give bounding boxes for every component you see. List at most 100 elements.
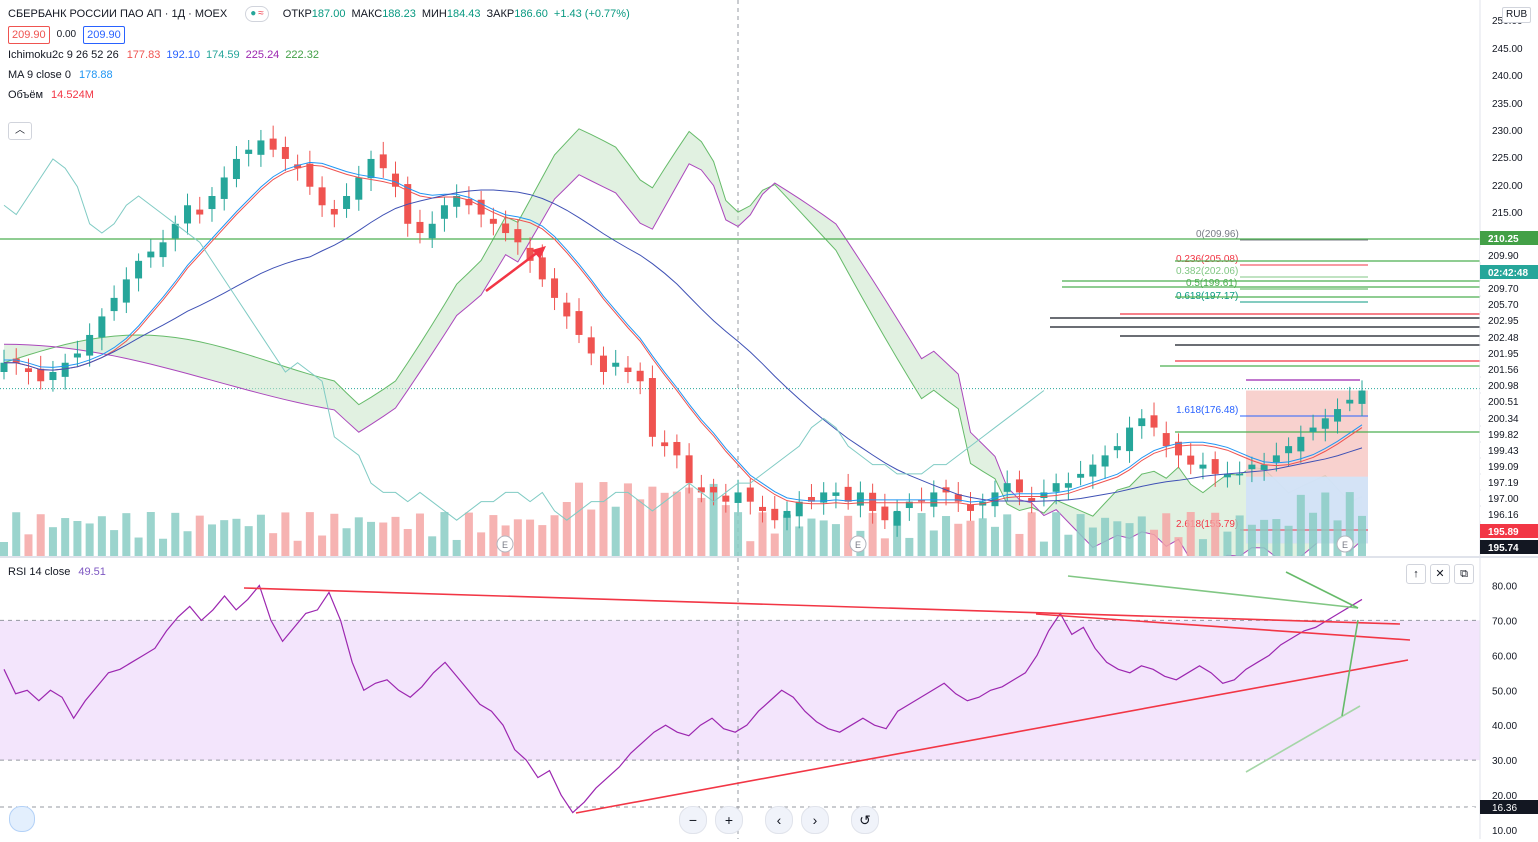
candle-body bbox=[538, 257, 546, 280]
buy-price-button[interactable]: 209.90 bbox=[83, 26, 125, 44]
volume-bar bbox=[1223, 531, 1232, 556]
candle-body bbox=[49, 372, 57, 381]
candle-body bbox=[1015, 479, 1023, 493]
volume-legend-name[interactable]: Объём bbox=[8, 89, 44, 101]
price-tag-label: 197.19 bbox=[1488, 478, 1519, 489]
candle-body bbox=[905, 501, 913, 509]
volume-bar bbox=[770, 533, 779, 556]
zoom-out-button[interactable]: − bbox=[679, 806, 707, 834]
candle-body bbox=[184, 205, 192, 224]
volume-bar bbox=[746, 541, 755, 556]
pane-divider[interactable] bbox=[0, 556, 1538, 558]
ohlc-label: МИН bbox=[421, 8, 447, 20]
candle-body bbox=[1187, 455, 1195, 465]
price-tag-background bbox=[1480, 411, 1538, 425]
volume-bar bbox=[183, 531, 192, 556]
maximize-pane-button[interactable]: ⧉ bbox=[1454, 564, 1474, 584]
volume-bar bbox=[122, 513, 131, 556]
volume-bar bbox=[391, 516, 400, 556]
ohlc-закр: ЗАКР186.60 bbox=[487, 4, 548, 24]
volume-bar bbox=[330, 513, 339, 556]
price-tag-background bbox=[1480, 231, 1538, 245]
price-tag-label: 195.89 bbox=[1488, 527, 1519, 538]
rsi-trendline-upper bbox=[243, 587, 1401, 625]
volume-bar bbox=[85, 523, 94, 556]
price-tag-background bbox=[1480, 459, 1538, 473]
candle-body bbox=[954, 494, 962, 502]
rsi-chart[interactable]: 80.00 70.00 60.00 50.00 40.00 30.00 20.00 10.00… bbox=[0, 558, 1538, 839]
volume-bar bbox=[1247, 524, 1256, 556]
volume-bar bbox=[758, 512, 767, 556]
volume-bar bbox=[917, 513, 926, 556]
candle-body bbox=[37, 368, 45, 382]
volume-bar bbox=[1198, 539, 1207, 556]
currency-badge[interactable]: RUB bbox=[1502, 7, 1532, 23]
price-axis-label: 240.00 bbox=[1492, 71, 1523, 82]
volume-bar bbox=[819, 520, 828, 556]
scroll-right-button[interactable]: › bbox=[801, 806, 829, 834]
collapse-legend-button[interactable]: ︿ bbox=[8, 122, 32, 140]
tradingview-logo-icon[interactable] bbox=[9, 806, 35, 832]
candle-body bbox=[710, 486, 718, 493]
fib-level-label: 2.618(155.79) bbox=[1176, 519, 1238, 530]
volume-bar bbox=[942, 516, 951, 556]
cloud-span-b bbox=[3, 163, 1363, 572]
volume-bar bbox=[1076, 514, 1085, 556]
volume-bar bbox=[550, 515, 559, 556]
volume-bar bbox=[415, 513, 424, 556]
fib-level-label: 0.382(202.06) bbox=[1176, 266, 1238, 277]
zoom-in-button[interactable]: + bbox=[715, 806, 743, 834]
rsi-trendline-green-top bbox=[1067, 575, 1359, 609]
scroll-left-button[interactable]: ‹ bbox=[765, 806, 793, 834]
price-tag-background bbox=[1480, 491, 1538, 505]
ohlc-value: 186.60 bbox=[514, 8, 548, 20]
candle-body bbox=[416, 221, 424, 234]
candle-body bbox=[465, 198, 473, 206]
move-pane-up-button[interactable]: ↑ bbox=[1406, 564, 1426, 584]
volume-bar bbox=[1235, 515, 1244, 556]
status-toggle[interactable]: ● ≈ bbox=[245, 6, 269, 22]
earnings-marker-icon bbox=[496, 535, 514, 553]
price-tag-label: 205.70 bbox=[1488, 300, 1519, 311]
price-chart-pane[interactable]: 0(209.96) 0.236(205.08) 0.382(202.06) 0.5(1… bbox=[0, 0, 1538, 572]
candle-body bbox=[514, 229, 522, 243]
candle-body bbox=[1260, 464, 1268, 470]
rsi-axis-label: 10.00 bbox=[1492, 826, 1517, 837]
volume-bar bbox=[440, 512, 449, 556]
rsi-legend-name[interactable]: RSI 14 close bbox=[8, 566, 71, 578]
candle-body bbox=[1113, 446, 1121, 451]
rsi-trendline-mid bbox=[1035, 613, 1411, 641]
candle-body bbox=[661, 442, 669, 447]
volume-bar bbox=[660, 492, 669, 556]
ma-legend-name[interactable]: MA 9 close 0 bbox=[8, 69, 71, 81]
rsi-value: 49.51 bbox=[78, 566, 106, 578]
price-axis-label: 230.00 bbox=[1492, 126, 1523, 137]
volume-bar bbox=[305, 512, 314, 556]
candle-body bbox=[257, 140, 265, 155]
volume-bar bbox=[844, 515, 853, 556]
candle-body bbox=[24, 368, 32, 372]
volume-bar bbox=[1137, 516, 1146, 556]
volume-bar bbox=[61, 518, 70, 556]
close-pane-button[interactable]: ✕ bbox=[1430, 564, 1450, 584]
price-chart[interactable]: 0(209.96) 0.236(205.08)0.382(202.06)0.5(1… bbox=[0, 0, 1538, 572]
volume-bar bbox=[110, 530, 119, 556]
reset-chart-button[interactable]: ↺ bbox=[851, 806, 879, 834]
candle-body bbox=[1223, 473, 1231, 478]
volume-bar bbox=[929, 530, 938, 556]
volume-bar bbox=[1003, 514, 1012, 556]
candle-body bbox=[1150, 415, 1158, 428]
candle-body bbox=[489, 218, 497, 224]
volume-bar bbox=[1358, 515, 1366, 556]
volume-bar bbox=[134, 537, 143, 556]
candle-body bbox=[759, 506, 767, 511]
volume-bar bbox=[36, 514, 45, 556]
volume-bar bbox=[477, 532, 486, 556]
rsi-pane[interactable]: 80.00 70.00 60.00 50.00 40.00 30.00 20.00 10.00… bbox=[0, 558, 1538, 839]
rsi-axis-background bbox=[1480, 558, 1538, 839]
sell-price-button[interactable]: 209.90 bbox=[8, 26, 50, 44]
volume-bar bbox=[452, 539, 461, 556]
price-tag-label: 209.70 bbox=[1488, 284, 1519, 295]
ohlc-values: ОТКР187.00 МАКС188.23 МИН184.43 ЗАКР186.60 +… bbox=[283, 4, 630, 24]
ichimoku-legend-name[interactable]: Ichimoku2c 9 26 52 26 bbox=[8, 49, 119, 61]
